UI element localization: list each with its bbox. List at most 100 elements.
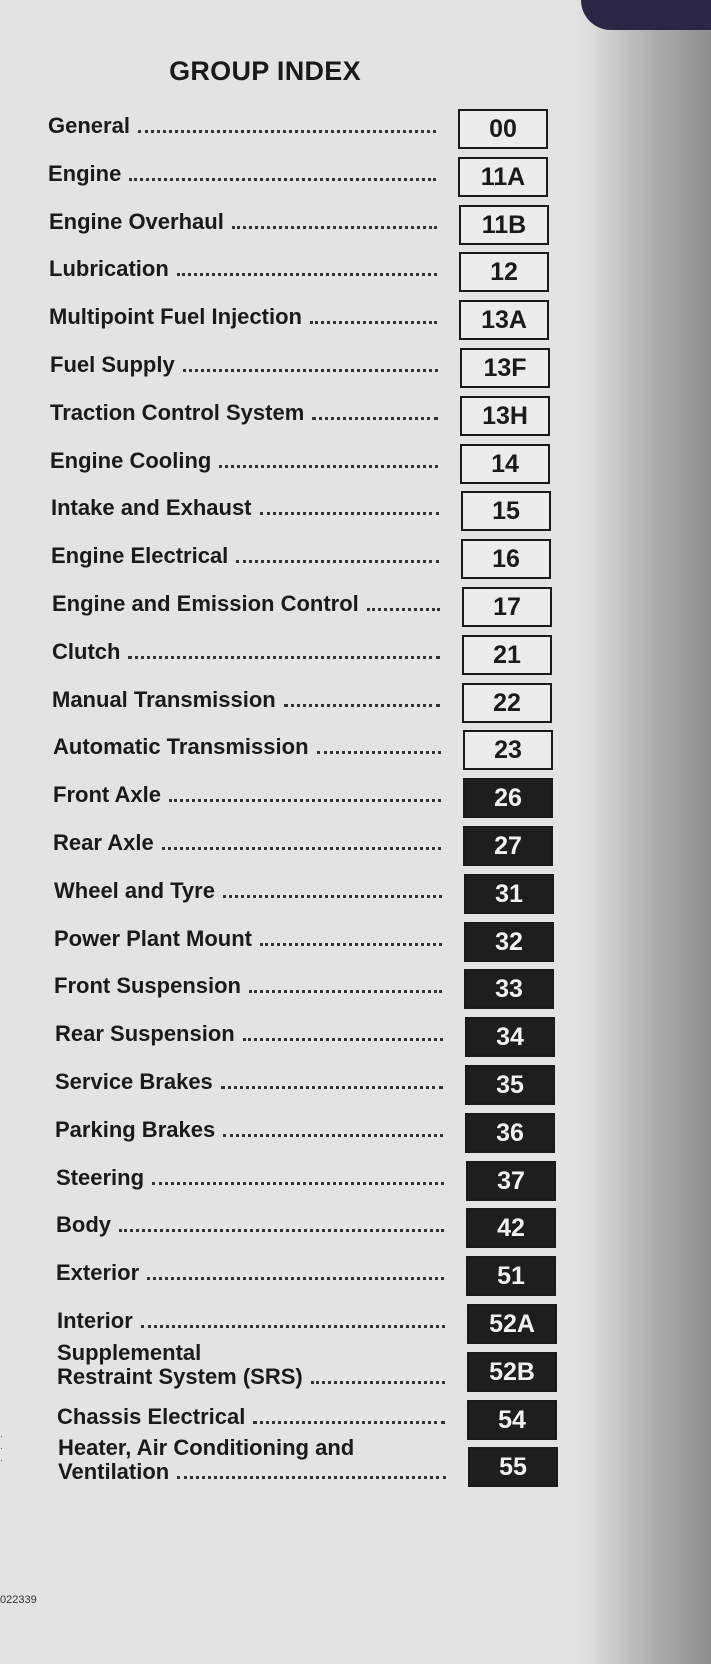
- index-row[interactable]: Front Axle 26: [53, 773, 553, 821]
- index-row[interactable]: Engine Cooling 14: [50, 439, 550, 487]
- group-number-tab[interactable]: 35: [465, 1065, 555, 1105]
- index-row[interactable]: Front Suspension 33: [54, 964, 554, 1012]
- dot-leader: [283, 703, 440, 707]
- index-label: Intake and Exhaust: [51, 496, 439, 520]
- index-row[interactable]: Heater, Air Conditioning and Ventilation 5…: [58, 1436, 558, 1490]
- index-row[interactable]: Intake and Exhaust 15: [51, 486, 551, 534]
- index-label-text: Exterior: [56, 1260, 140, 1286]
- group-number-tab[interactable]: 51: [466, 1256, 556, 1297]
- index-row[interactable]: Rear Axle 27: [53, 821, 553, 869]
- group-number-tab[interactable]: 11A: [458, 156, 548, 197]
- index-label-text: Traction Control System: [50, 399, 305, 425]
- index-row[interactable]: Engine Electrical 16: [51, 534, 551, 582]
- index-label: Power Plant Mount: [54, 925, 442, 951]
- index-row[interactable]: Supplemental Restraint System (SRS) 52B: [57, 1340, 557, 1395]
- group-number-tab[interactable]: 52A: [467, 1304, 557, 1344]
- group-number-tab[interactable]: 13H: [460, 395, 550, 436]
- group-number-tab[interactable]: 22: [462, 682, 552, 723]
- index-label-text: Lubrication: [49, 256, 169, 282]
- index-label: Engine and Emission Control: [52, 592, 440, 616]
- group-number-tab[interactable]: 34: [465, 1017, 555, 1058]
- page-title: GROUP INDEX: [169, 56, 361, 86]
- index-label-text: Rear Suspension: [55, 1021, 235, 1047]
- index-label-text: Service Brakes: [55, 1069, 213, 1094]
- index-label-text: Body: [56, 1212, 111, 1238]
- group-number-tab[interactable]: 27: [463, 826, 553, 866]
- index-row[interactable]: Lubrication 12: [49, 247, 549, 295]
- index-label: Body: [56, 1213, 444, 1237]
- index-row[interactable]: Multipoint Fuel Injection 13A: [49, 295, 549, 343]
- group-number-tab[interactable]: 52B: [467, 1351, 557, 1392]
- group-number-tab[interactable]: 11B: [459, 204, 549, 245]
- index-label: Service Brakes: [55, 1070, 443, 1094]
- binder-corner: [581, 0, 711, 30]
- index-row[interactable]: Exterior 51: [56, 1251, 556, 1299]
- group-number-tab[interactable]: 14: [460, 443, 550, 484]
- margin-marks: · · ·: [0, 1431, 3, 1465]
- index-row[interactable]: Fuel Supply 13F: [50, 343, 550, 391]
- index-label-text: Fuel Supply: [50, 352, 175, 377]
- index-row[interactable]: Engine 11A: [48, 152, 548, 200]
- index-row[interactable]: Engine Overhaul 11B: [49, 200, 549, 248]
- group-number-tab[interactable]: 32: [464, 921, 554, 962]
- index-row[interactable]: Rear Suspension 34: [55, 1012, 555, 1060]
- index-label-text: Front Suspension: [54, 973, 241, 999]
- group-number-tab[interactable]: 12: [459, 252, 549, 293]
- group-number-tab[interactable]: 33: [464, 969, 554, 1010]
- index-label-text: Front Axle: [53, 782, 161, 808]
- index-row[interactable]: General 00: [48, 104, 548, 152]
- group-number-tab[interactable]: 26: [463, 778, 553, 819]
- dot-leader: [259, 512, 439, 516]
- index-label: Engine Overhaul: [49, 208, 437, 234]
- group-number-tab[interactable]: 55: [468, 1447, 558, 1488]
- group-number-tab[interactable]: 31: [464, 873, 554, 914]
- index-row[interactable]: Parking Brakes 36: [55, 1108, 555, 1156]
- dot-leader: [253, 1420, 445, 1424]
- index-label: Manual Transmission: [52, 687, 440, 712]
- group-number-tab[interactable]: 17: [462, 587, 552, 627]
- dot-leader: [366, 608, 440, 611]
- index-label: Engine Electrical: [51, 544, 439, 568]
- index-label: Engine: [48, 161, 436, 186]
- group-number-tab[interactable]: 37: [466, 1160, 556, 1201]
- index-row[interactable]: Service Brakes 35: [55, 1060, 555, 1108]
- index-label-text: Power Plant Mount: [54, 925, 252, 951]
- index-row[interactable]: Interior 52A: [57, 1299, 557, 1347]
- dot-leader: [219, 464, 438, 468]
- dot-leader: [310, 1380, 445, 1384]
- index-label-line1: Heater, Air Conditioning and: [58, 1435, 355, 1461]
- index-row[interactable]: Traction Control System 13H: [50, 391, 550, 439]
- group-number-tab[interactable]: 21: [462, 634, 552, 675]
- index-label-text: Engine Overhaul: [49, 208, 224, 234]
- index-row[interactable]: Chassis Electrical 54: [57, 1395, 557, 1443]
- index-row[interactable]: Wheel and Tyre 31: [54, 869, 554, 917]
- index-label-text: Rear Axle: [53, 830, 154, 855]
- group-number-tab[interactable]: 00: [458, 109, 548, 149]
- index-label: Rear Suspension: [55, 1022, 443, 1046]
- group-number-tab[interactable]: 54: [467, 1399, 557, 1440]
- index-row[interactable]: Manual Transmission 22: [52, 678, 552, 726]
- index-row[interactable]: Engine and Emission Control 17: [52, 582, 552, 630]
- index-row[interactable]: Clutch 21: [52, 630, 552, 678]
- group-number-tab[interactable]: 13A: [459, 300, 549, 341]
- dot-leader: [223, 1133, 443, 1137]
- index-row[interactable]: Steering 37: [56, 1156, 556, 1204]
- group-number-tab[interactable]: 42: [466, 1208, 556, 1249]
- index-row[interactable]: Body 42: [56, 1203, 556, 1251]
- footer-code: 022339: [0, 1594, 37, 1606]
- dot-leader: [182, 369, 438, 372]
- dot-leader: [249, 990, 442, 994]
- index-row[interactable]: Power Plant Mount 32: [54, 917, 554, 965]
- index-label: Automatic Transmission: [53, 735, 441, 759]
- dot-leader: [220, 1086, 443, 1089]
- group-number-tab[interactable]: 16: [461, 539, 551, 580]
- index-label-text: Automatic Transmission: [53, 734, 309, 760]
- dot-leader: [312, 416, 438, 420]
- group-number-tab[interactable]: 15: [461, 491, 551, 532]
- group-number-tab[interactable]: 36: [465, 1112, 555, 1153]
- group-number-tab[interactable]: 23: [463, 730, 553, 771]
- dot-leader: [140, 1325, 445, 1328]
- group-number-tab[interactable]: 13F: [460, 348, 550, 388]
- index-label: Steering: [56, 1165, 444, 1190]
- index-row[interactable]: Automatic Transmission 23: [53, 725, 553, 773]
